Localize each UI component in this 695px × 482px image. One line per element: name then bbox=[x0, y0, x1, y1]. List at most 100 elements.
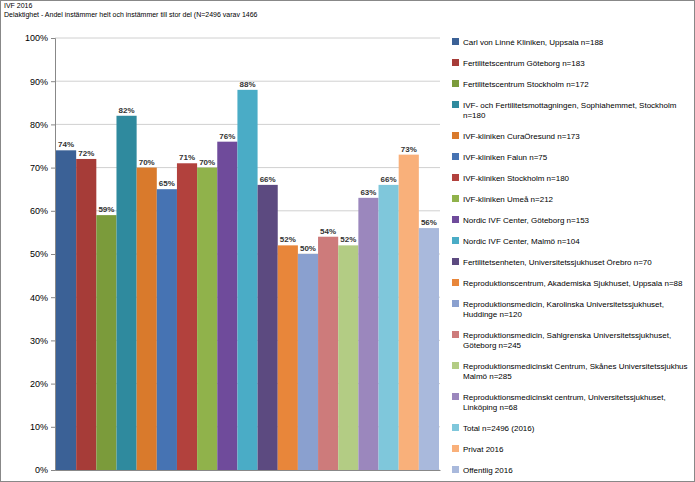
legend-swatch bbox=[452, 300, 459, 307]
data-label: 66% bbox=[260, 175, 276, 184]
data-label: 76% bbox=[219, 132, 235, 141]
bar bbox=[399, 155, 419, 470]
bar bbox=[137, 168, 157, 470]
bar bbox=[116, 116, 136, 470]
data-label: 73% bbox=[401, 145, 417, 154]
legend-swatch bbox=[452, 331, 459, 338]
bar bbox=[318, 237, 338, 470]
legend-swatch bbox=[452, 59, 459, 66]
y-tick-label: 50% bbox=[30, 249, 48, 259]
data-label: 52% bbox=[280, 235, 296, 244]
legend-swatch bbox=[452, 466, 459, 473]
bar bbox=[157, 189, 177, 470]
y-tick: 40% bbox=[30, 293, 55, 303]
y-tick: 70% bbox=[30, 163, 55, 173]
legend-label: Reproduktionsmedicin, Sahlgrenska Univer… bbox=[463, 331, 671, 350]
data-label: 52% bbox=[340, 235, 356, 244]
legend-item: Reproduktionsmedicinskt centrum, Univers… bbox=[452, 393, 666, 412]
legend-item: Total n=2496 (2016) bbox=[452, 424, 535, 433]
y-tick-label: 10% bbox=[30, 422, 48, 432]
bars bbox=[56, 90, 439, 470]
legend-item: Nordic IVF Center, Malmö n=104 bbox=[452, 237, 580, 246]
legend-label: Reproduktionscentrum, Akademiska Sjukhus… bbox=[463, 279, 683, 288]
legend-swatch bbox=[452, 80, 459, 87]
legend-label: Fertilitetscentrum Göteborg n=183 bbox=[463, 59, 585, 68]
x-axis-line bbox=[56, 470, 441, 471]
bar bbox=[76, 159, 96, 470]
bar bbox=[177, 163, 197, 470]
data-label: 59% bbox=[98, 205, 114, 214]
y-tick: 60% bbox=[30, 206, 55, 216]
y-tick-mark bbox=[51, 470, 55, 471]
legend-item: IVF-kliniken CuraÖresund n=173 bbox=[452, 132, 580, 141]
y-tick: 100% bbox=[25, 33, 55, 43]
x-axis bbox=[56, 470, 441, 471]
data-label: 66% bbox=[381, 175, 397, 184]
legend-swatch bbox=[452, 279, 459, 286]
bar bbox=[96, 215, 116, 470]
data-label: 74% bbox=[58, 140, 74, 149]
legend-item: Fertilitetscentrum Göteborg n=183 bbox=[452, 59, 585, 68]
legend-item: IVF-kliniken Stockholm n=180 bbox=[452, 174, 570, 183]
y-tick-mark bbox=[51, 211, 55, 212]
y-tick-mark bbox=[51, 427, 55, 428]
bar bbox=[197, 168, 217, 470]
legend-item: Reproduktionsmedicinskt Centrum, Skånes … bbox=[452, 362, 688, 381]
legend-label: Nordic IVF Center, Malmö n=104 bbox=[463, 237, 580, 246]
data-label: 56% bbox=[421, 218, 437, 227]
data-label: 70% bbox=[139, 158, 155, 167]
y-tick: 50% bbox=[30, 249, 55, 259]
legend-swatch bbox=[452, 132, 459, 139]
bar bbox=[338, 245, 358, 470]
legend-label: Nordic IVF Center, Göteborg n=153 bbox=[463, 216, 590, 225]
bar bbox=[358, 198, 378, 470]
legend-label: Reproduktionsmedicinskt Centrum, Skånes … bbox=[463, 362, 688, 381]
bar bbox=[419, 228, 439, 470]
data-label: 54% bbox=[320, 227, 336, 236]
y-tick: 30% bbox=[30, 336, 55, 346]
legend-label: Offentlig 2016 bbox=[463, 466, 513, 475]
bar bbox=[379, 185, 399, 470]
legend-item: Fertilitetscentrum Stockholm n=172 bbox=[452, 80, 589, 89]
legend-label: IVF-kliniken Stockholm n=180 bbox=[463, 174, 570, 183]
legend-swatch bbox=[452, 153, 459, 160]
y-tick: 10% bbox=[30, 422, 55, 432]
legend-swatch bbox=[452, 393, 459, 400]
y-tick-label: 70% bbox=[30, 163, 48, 173]
data-label: 72% bbox=[78, 149, 94, 158]
bar bbox=[237, 90, 257, 470]
data-label: 70% bbox=[199, 158, 215, 167]
legend-item: Offentlig 2016 bbox=[452, 466, 513, 475]
y-tick: 0% bbox=[35, 465, 55, 475]
legend-swatch bbox=[452, 38, 459, 45]
legend-item: Reproduktionscentrum, Akademiska Sjukhus… bbox=[452, 279, 683, 288]
bar bbox=[258, 185, 278, 470]
subtitle: Delaktighet - Andel instämmer helt och i… bbox=[4, 11, 258, 19]
y-tick-label: 20% bbox=[30, 379, 48, 389]
legend-swatch bbox=[452, 216, 459, 223]
y-tick-label: 30% bbox=[30, 336, 48, 346]
y-tick-mark bbox=[51, 297, 55, 298]
legend: Carl von Linné Kliniken, Uppsala n=188Fe… bbox=[452, 38, 688, 475]
bar bbox=[56, 150, 76, 470]
legend-label: Fertilitetscentrum Stockholm n=172 bbox=[463, 80, 589, 89]
legend-item: Fertilitetsenheten, Universitetssjukhuse… bbox=[452, 258, 652, 267]
legend-swatch bbox=[452, 258, 459, 265]
y-tick-label: 60% bbox=[30, 206, 48, 216]
y-tick-label: 40% bbox=[30, 293, 48, 303]
title: IVF 2016 bbox=[4, 2, 33, 9]
data-labels: 74%72%59%82%70%65%71%70%76%88%66%52%50%5… bbox=[58, 80, 437, 253]
legend-label: IVF-kliniken CuraÖresund n=173 bbox=[463, 132, 580, 141]
y-tick-mark bbox=[51, 340, 55, 341]
y-tick-label: 0% bbox=[35, 465, 48, 475]
grid-line bbox=[55, 38, 440, 39]
legend-item: IVF-kliniken Falun n=75 bbox=[452, 153, 548, 162]
data-label: 82% bbox=[119, 106, 135, 115]
y-axis-line bbox=[51, 39, 56, 471]
legend-swatch bbox=[452, 362, 459, 369]
chart-frame bbox=[1, 1, 695, 482]
grid bbox=[55, 38, 440, 470]
legend-item: Privat 2016 bbox=[452, 445, 504, 454]
legend-swatch bbox=[452, 195, 459, 202]
chart-svg: IVF 2016 Delaktighet - Andel instämmer he… bbox=[0, 0, 695, 482]
